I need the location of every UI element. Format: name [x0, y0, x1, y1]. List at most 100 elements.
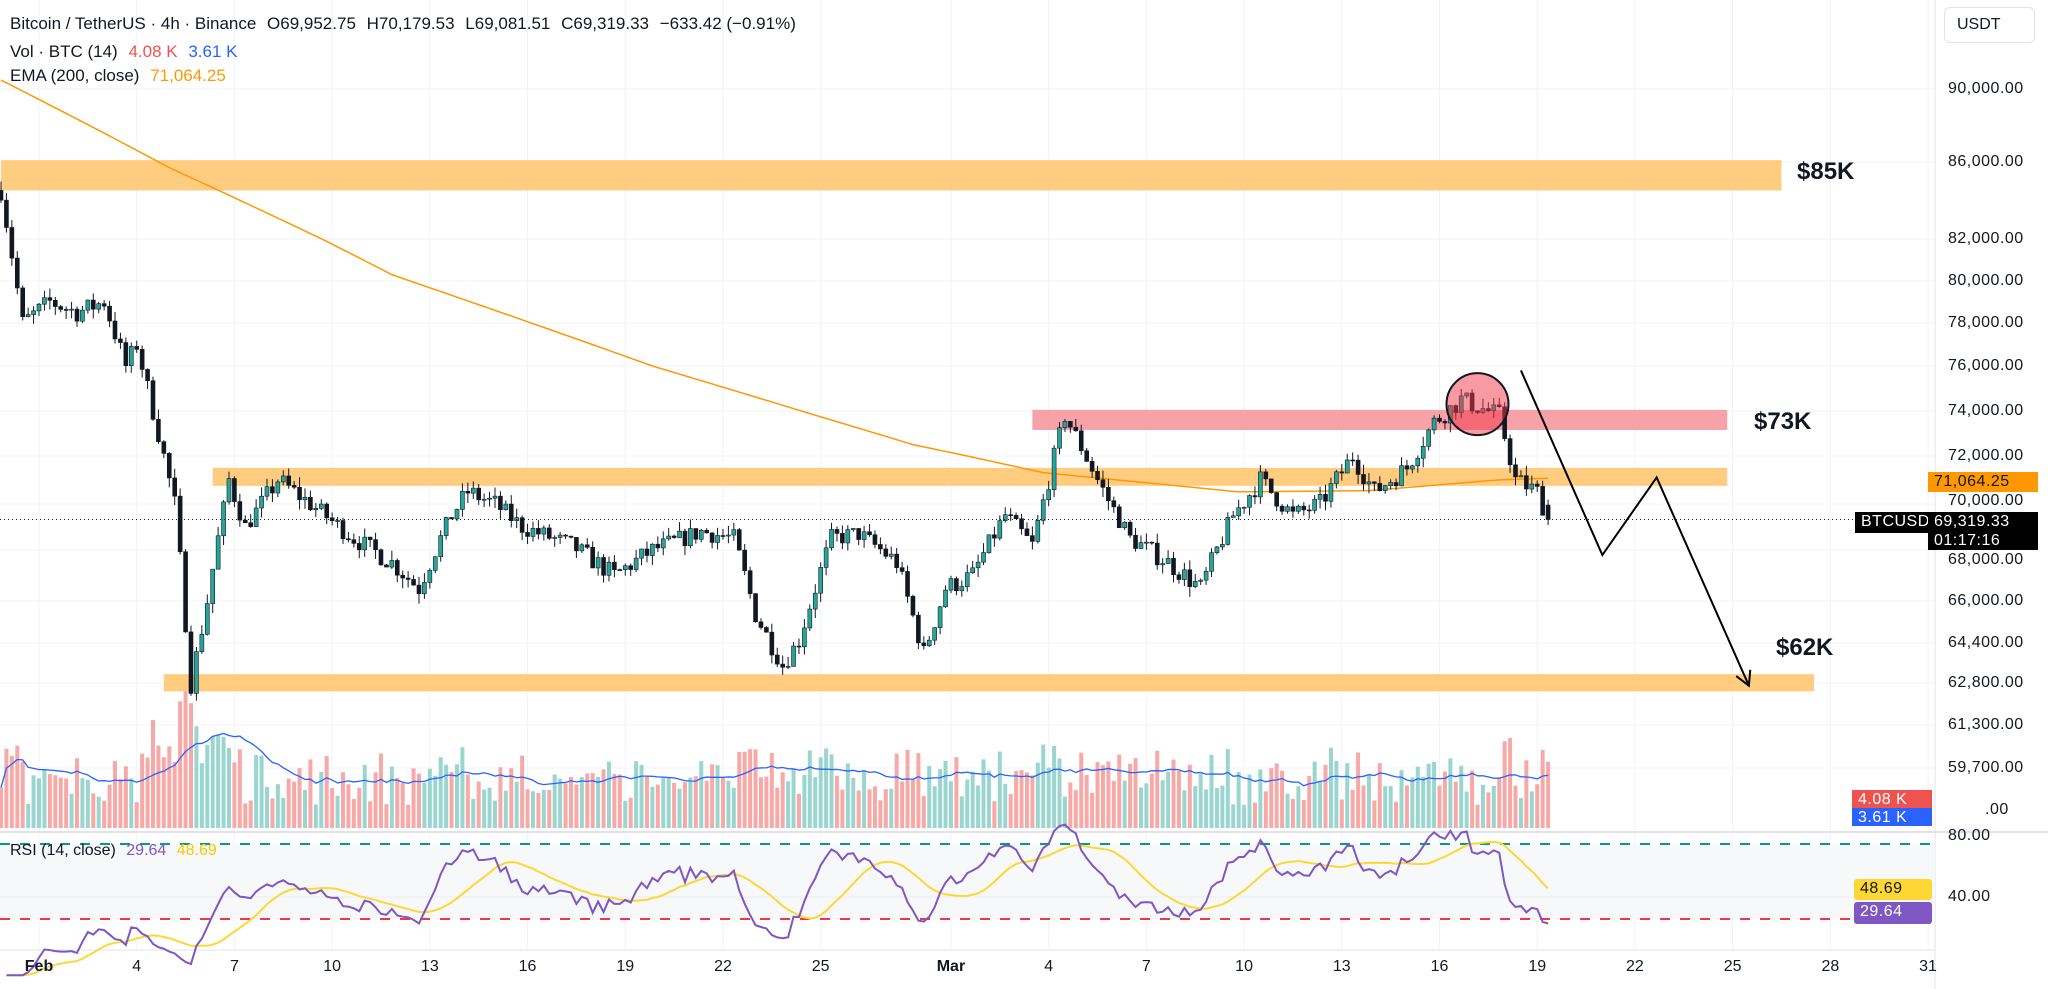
candle-body — [123, 342, 129, 366]
volume-bar — [465, 774, 470, 828]
candle-body — [557, 534, 563, 538]
candle-body — [791, 645, 796, 667]
candle-body — [443, 517, 449, 536]
volume-bar — [1356, 752, 1361, 828]
candle-body — [1225, 517, 1231, 545]
candle-body — [975, 561, 981, 569]
volume-bar — [959, 796, 964, 828]
volume-bar — [4, 748, 9, 828]
candle-body — [400, 574, 405, 579]
candle-body — [188, 631, 194, 694]
volume-bar — [1448, 758, 1453, 828]
label-62k: $62K — [1776, 634, 1834, 661]
highlight-circle — [1445, 372, 1510, 437]
volume-bar — [1187, 764, 1192, 828]
volume-bar — [1024, 772, 1029, 828]
candle-body — [926, 639, 932, 647]
volume-bar — [156, 745, 161, 828]
volume-bar — [878, 800, 883, 828]
candle-body — [432, 556, 438, 571]
volume-bar — [872, 786, 877, 828]
candle-body — [850, 528, 856, 530]
volume-bar — [916, 753, 921, 828]
volume-bar — [1361, 785, 1366, 828]
rsi-label: RSI (14, close) — [10, 842, 116, 859]
volume-bar — [460, 747, 465, 828]
volume-bar — [335, 795, 340, 828]
volume-bar — [1133, 758, 1138, 828]
volume-bar — [1497, 777, 1502, 828]
label-85k: $85K — [1797, 158, 1855, 185]
candle-body — [80, 309, 85, 322]
volume-bar — [693, 776, 698, 828]
candle-body — [275, 481, 281, 494]
candle-body — [1545, 504, 1551, 520]
candle-body — [1095, 471, 1100, 481]
last-price: 69,319.33 — [1934, 513, 2010, 530]
volume-bar — [248, 800, 253, 828]
volume-bar — [807, 750, 812, 828]
ohlc-low: L69,081.51 — [465, 14, 551, 33]
rsi-ma-tag: 48.69 — [1854, 879, 1932, 900]
volume-bar — [449, 771, 454, 828]
volume-bar — [1491, 785, 1496, 828]
candle-body — [210, 568, 216, 604]
candle-body — [449, 517, 454, 520]
volume-bar — [514, 781, 519, 828]
currency-button[interactable]: USDT — [1944, 7, 2035, 43]
volume-bar — [612, 773, 617, 828]
candle-body — [823, 547, 829, 568]
volume-bar — [1388, 786, 1393, 828]
candle-body — [405, 577, 411, 580]
candle-body — [1187, 569, 1193, 587]
candle-body — [253, 507, 259, 527]
candle-body — [63, 309, 69, 311]
price-tick-label: 72,000.00 — [1948, 447, 2024, 464]
candle-body — [633, 557, 639, 570]
volume-bar — [1535, 784, 1540, 828]
volume-bar — [672, 782, 677, 828]
candle-body — [1388, 482, 1393, 486]
candle-body — [394, 560, 400, 576]
volume-bar — [37, 778, 41, 828]
candle-body — [536, 528, 541, 535]
candle-body — [1236, 507, 1241, 517]
volume-bar — [715, 765, 720, 828]
volume-bar — [275, 784, 280, 828]
candle-body — [590, 547, 595, 569]
candle-body — [427, 570, 433, 583]
candle-body — [812, 592, 818, 610]
volume-bar — [85, 779, 90, 828]
candle-body — [1062, 421, 1068, 429]
volume-bar — [552, 774, 557, 828]
candle-body — [58, 306, 64, 310]
candle-body — [194, 651, 199, 694]
volume-bar — [780, 772, 785, 828]
volume-bar — [742, 751, 747, 828]
volume-bar — [563, 783, 568, 828]
candle-body — [731, 529, 737, 536]
arrow-head — [1735, 669, 1752, 688]
candle-body — [1431, 417, 1437, 431]
projection-arrow — [1520, 370, 1750, 687]
candle-body — [617, 569, 623, 571]
volume-bar — [764, 776, 769, 828]
candle-body — [90, 299, 96, 310]
candle-body — [1073, 426, 1079, 432]
volume-bar — [1247, 774, 1252, 828]
candle-body — [932, 627, 937, 641]
candle-body — [1247, 495, 1252, 508]
volume-bar — [585, 773, 590, 828]
candle-body — [1420, 446, 1426, 459]
candle-body — [384, 564, 389, 568]
volume-bar — [1513, 785, 1518, 828]
time-tick-label: 28 — [1821, 958, 1840, 975]
volume-bar — [1100, 765, 1105, 828]
candle-body — [937, 606, 943, 628]
candle-body — [796, 645, 802, 648]
candle-body — [204, 603, 210, 635]
volume-bar — [1442, 771, 1447, 828]
volume-bar — [986, 770, 991, 828]
volume-bar — [427, 768, 432, 828]
